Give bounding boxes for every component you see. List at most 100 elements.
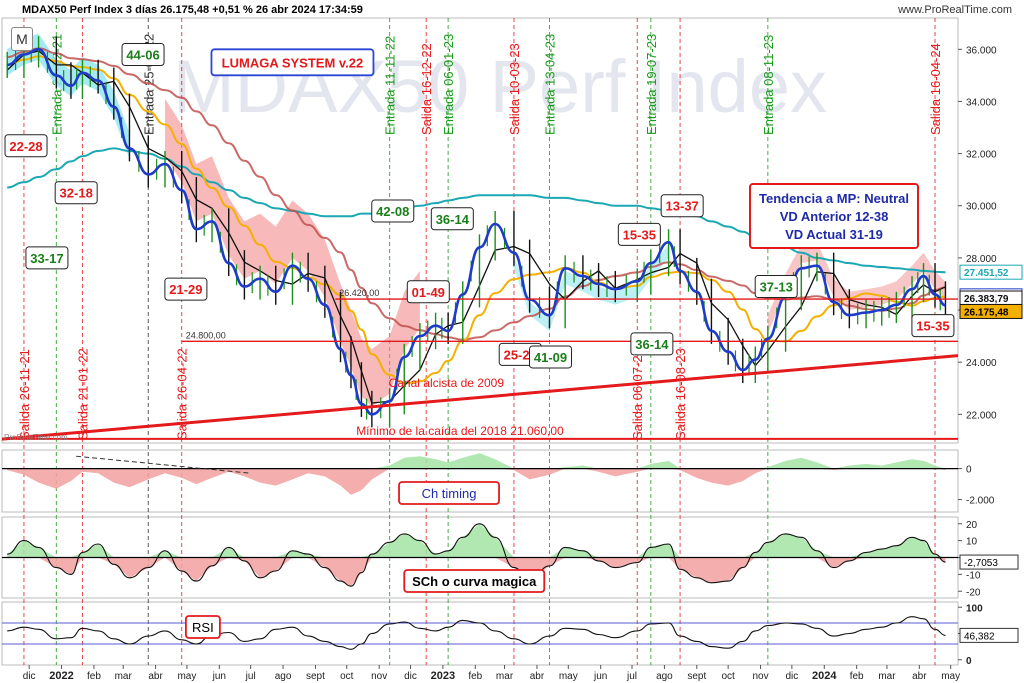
x-tick-label: abr: [530, 671, 545, 682]
signal-box: [529, 345, 573, 369]
sma-red-line: [7, 47, 946, 341]
signal-box-label: 21-29: [169, 282, 202, 297]
panel-y-tick-label: -20: [966, 587, 981, 598]
signal-box: [911, 314, 955, 338]
chart-title: MDAX50 Perf Index 3 días 26.175,48 +0,51…: [22, 4, 363, 16]
signal-box: [54, 181, 98, 205]
trend-info-box: [749, 183, 919, 249]
x-tick-label: feb: [850, 671, 864, 682]
trend-info-line: VD Anterior 12-38: [780, 209, 889, 224]
price-line: [7, 47, 946, 416]
signal-box-label: 22-28: [9, 139, 42, 154]
signal-box: [617, 222, 661, 246]
cloud-red: [165, 98, 420, 407]
panel-y-tick-label: 20: [966, 520, 978, 531]
indicator-negative-area: [7, 468, 946, 495]
signal-box-label: 37-13: [760, 280, 793, 295]
signal-box: [4, 134, 48, 158]
x-tick-label: jul: [245, 671, 256, 682]
signal-box-label: 25-25: [504, 347, 537, 362]
system-label: LUMAGA SYSTEM v.22: [222, 55, 364, 70]
panel-value-box: [959, 627, 1019, 643]
system-label-box: [210, 48, 375, 77]
prorealtime-logo: ProRealTime.com: [4, 433, 68, 442]
x-tick-label: abr: [912, 671, 927, 682]
x-tick-label: jul: [626, 671, 637, 682]
x-tick-label: may: [941, 671, 960, 682]
trend-line: [1, 354, 959, 441]
signal-label: Entrada 19-07-23: [644, 34, 659, 135]
y-tick-label: 28.000: [966, 254, 997, 265]
price-box-label: 26.175,48: [964, 307, 1009, 318]
indicator-negative-area: [7, 557, 946, 587]
signal-label: Salida 26-04-22: [175, 348, 190, 440]
signal-box-label: 42-08: [376, 204, 409, 219]
x-tick-label: dic: [23, 671, 36, 682]
hline-label: 24.800,00: [186, 330, 226, 340]
price-box-label: 26.383,79: [964, 294, 1009, 305]
x-tick-label: jun: [593, 671, 607, 682]
x-tick-label: oct: [340, 671, 354, 682]
panel-y-tick-label: 100: [966, 603, 983, 614]
signal-box: [660, 194, 704, 218]
indicator-trendline: [76, 455, 251, 474]
x-tick-label: 2023: [431, 670, 455, 682]
panel-name-box: [184, 615, 221, 639]
panel-value-label: 46,382: [964, 631, 995, 642]
x-tick-label: abr: [148, 671, 163, 682]
x-tick-label: mar: [878, 671, 896, 682]
signal-box: [406, 280, 450, 304]
signal-label: Salida 16-08-23: [673, 348, 688, 440]
signal-label: Entrada 08-11-23: [761, 35, 776, 135]
signal-box: [371, 199, 415, 223]
x-tick-label: sept: [687, 671, 706, 682]
price-box: [959, 264, 1023, 280]
signal-box: [25, 246, 69, 270]
signal-box: [630, 332, 674, 356]
signal-box: [164, 277, 208, 301]
x-tick-label: feb: [87, 671, 101, 682]
indicator-line: [7, 616, 946, 650]
y-tick-label: 30.000: [966, 202, 997, 213]
x-tick-label: 2022: [49, 670, 73, 682]
x-tick-label: nov: [371, 671, 387, 682]
x-tick-label: dic: [404, 671, 417, 682]
panel-value-box: [959, 554, 1019, 570]
signal-box: [121, 43, 165, 67]
indicator-positive-area: [7, 523, 946, 558]
sma-black-line: [6, 50, 946, 404]
signal-label: Salida 16-12-22: [419, 43, 434, 135]
signal-box-label: 01-49: [412, 285, 445, 300]
panel-frame: [1, 17, 959, 444]
signal-label: Salida 21-01-22: [75, 348, 90, 440]
price-box-label: 27.451,52: [964, 268, 1009, 279]
panel-frame: [1, 601, 959, 666]
x-tick-label: mar: [496, 671, 514, 682]
hline-label: Mínimo de la caída del 2018 21.060,00: [356, 424, 564, 438]
x-tick-label: jun: [212, 671, 226, 682]
indicator-positive-area: [7, 453, 946, 469]
trend-info-line: Tendencia a MP: Neutral: [759, 191, 909, 206]
signal-box-label: 33-17: [30, 251, 63, 266]
source-label: www.ProRealTime.com: [898, 4, 1012, 16]
x-tick-label: mar: [115, 671, 133, 682]
signal-label: Salida 10-03-23: [507, 43, 522, 135]
sma-yellow-line: [7, 55, 946, 385]
x-tick-label: may: [177, 671, 196, 682]
signal-box-label: 44-06: [126, 48, 159, 63]
signal-box-label: 15-35: [916, 319, 949, 334]
y-tick-label: 32.000: [966, 150, 997, 161]
signal-label: Salida 16-04-24: [928, 43, 943, 135]
y-tick-label: 24.000: [966, 358, 997, 369]
panel-y-tick-label: 0: [966, 465, 972, 476]
panel-name-label: RSI: [192, 620, 214, 635]
trend-info-line: VD Actual 31-19: [785, 227, 883, 242]
panel-name-box: [403, 569, 546, 593]
signal-box: [430, 207, 474, 231]
m-button[interactable]: M: [11, 27, 33, 51]
x-tick-label: dic: [785, 671, 798, 682]
signal-box-label: 32-18: [60, 186, 93, 201]
x-tick-label: ago: [656, 671, 673, 682]
